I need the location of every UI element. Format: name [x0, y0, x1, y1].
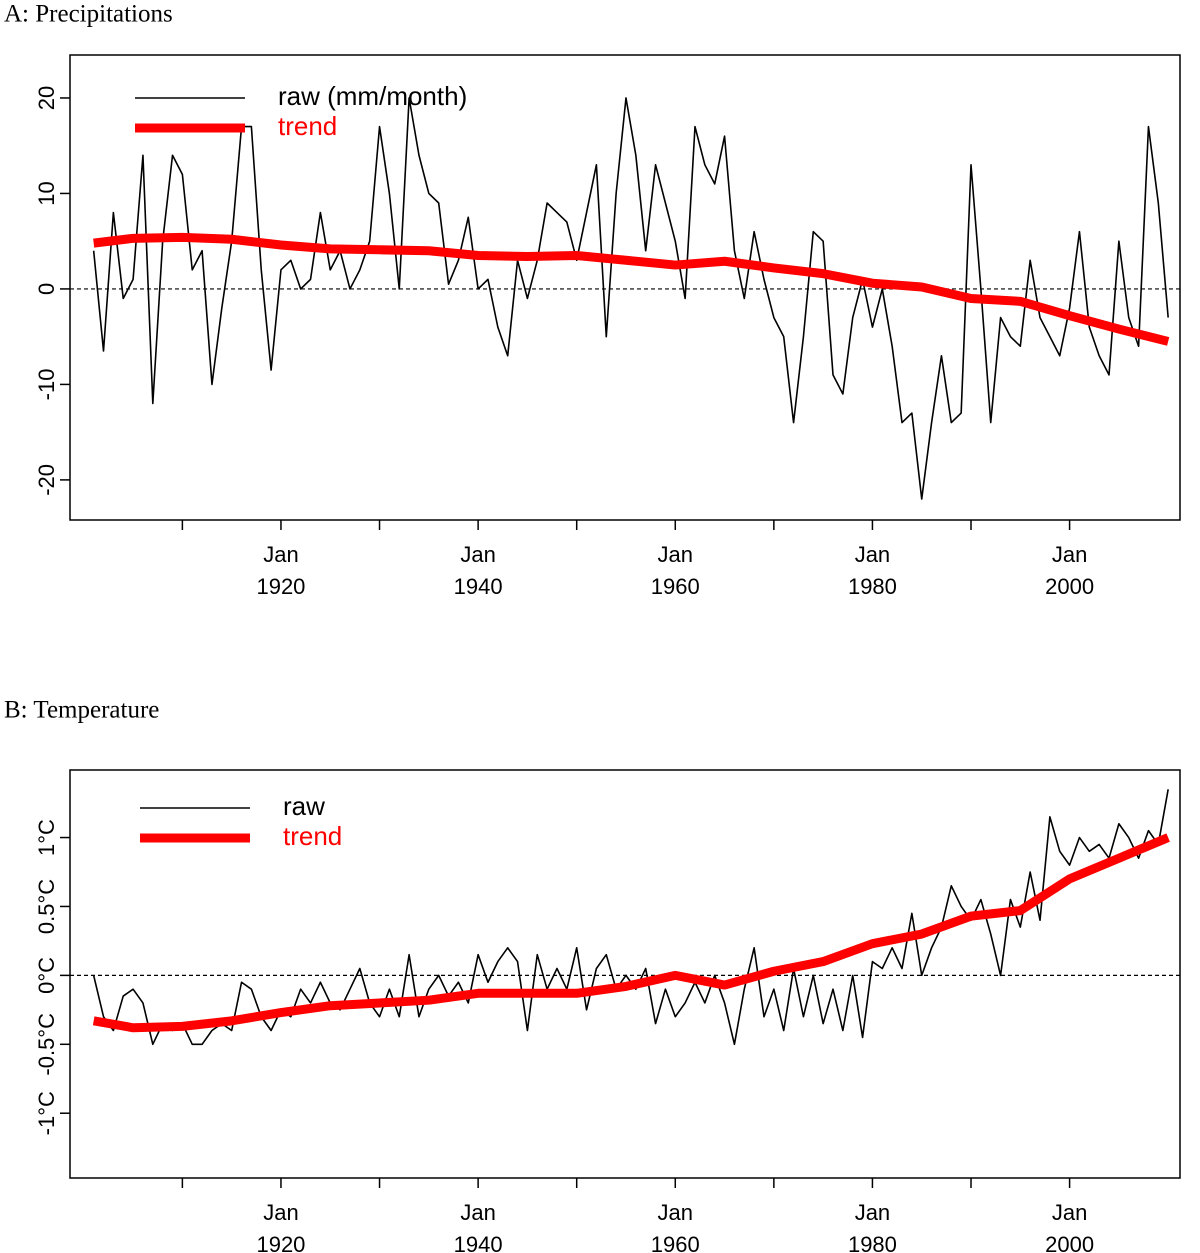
- plot-frame: [69, 54, 1181, 521]
- legend-label: trend: [283, 821, 342, 851]
- legend-label: raw (mm/month): [278, 81, 467, 111]
- y-tick-label: -10: [34, 369, 59, 401]
- panel-title: A: Precipitations: [4, 1, 173, 28]
- series-line: [92, 789, 1169, 1046]
- y-tick-label: 20: [34, 86, 59, 110]
- panel-title: B: Temperature: [4, 697, 159, 724]
- x-tick-label: Jan 1920: [256, 1200, 305, 1253]
- x-tick-label: Jan 1960: [651, 542, 700, 599]
- x-tick-label: Jan 2000: [1045, 1200, 1094, 1253]
- series-line: [92, 97, 1169, 500]
- series-line: [93, 232, 1170, 346]
- x-tick-label: Jan 2000: [1045, 542, 1094, 599]
- series-line: [92, 833, 1170, 1033]
- y-tick-label: 1°C: [34, 819, 59, 856]
- plot-frame: [69, 769, 1181, 1179]
- x-tick-label: Jan 1960: [651, 1200, 700, 1253]
- y-tick-label: 0: [34, 283, 59, 295]
- x-tick-label: Jan 1980: [848, 542, 897, 599]
- x-tick-label: Jan 1980: [848, 1200, 897, 1253]
- legend-label: raw: [283, 791, 325, 821]
- y-tick-label: -20: [34, 464, 59, 496]
- y-tick-label: 0°C: [34, 957, 59, 994]
- x-tick-label: Jan 1920: [256, 542, 305, 599]
- legend-label: trend: [278, 111, 337, 141]
- x-tick-label: Jan 1940: [454, 1200, 503, 1253]
- x-tick-label: Jan 1940: [454, 542, 503, 599]
- y-tick-label: -0.5°C: [34, 1013, 59, 1076]
- y-tick-label: -1°C: [34, 1091, 59, 1135]
- y-tick-label: 10: [34, 181, 59, 205]
- y-tick-label: 0.5°C: [34, 879, 59, 934]
